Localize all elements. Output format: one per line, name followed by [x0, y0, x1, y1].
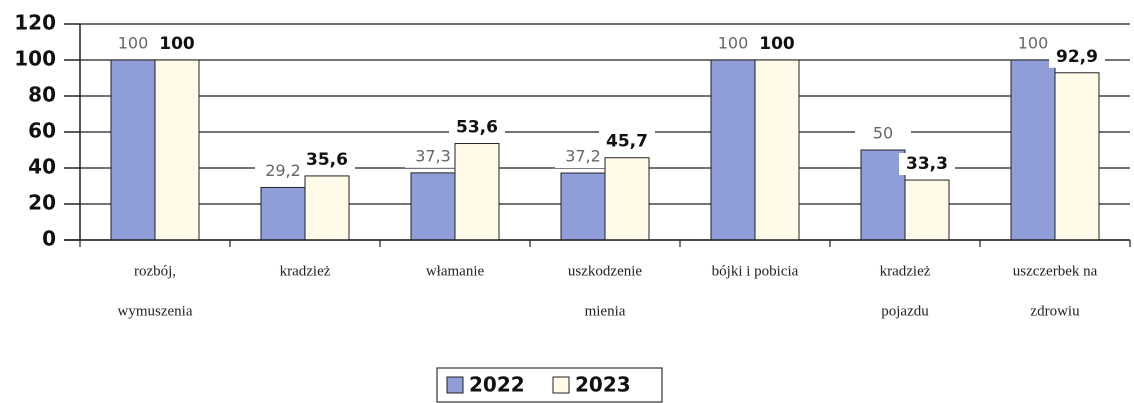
data-label: 53,6	[456, 118, 498, 138]
y-tick-label: 120	[14, 11, 56, 35]
label-bg	[555, 146, 611, 169]
x-tick-label: pojazdu	[881, 303, 929, 319]
bar	[904, 179, 950, 241]
bar	[410, 172, 456, 241]
data-label: 35,6	[306, 150, 348, 170]
label-bg	[1049, 45, 1105, 68]
label-bg	[149, 33, 205, 55]
data-label: 100	[159, 34, 195, 54]
label-bg	[449, 116, 505, 139]
x-tick-label: mienia	[585, 303, 626, 319]
x-tick-label: kradzież	[880, 263, 931, 279]
bar	[560, 172, 606, 241]
x-tick-label: wymuszenia	[118, 303, 193, 319]
label-bg	[705, 33, 761, 55]
bar	[710, 59, 756, 241]
data-label: 100	[1018, 34, 1049, 53]
label-bg	[1005, 33, 1061, 55]
label-bg	[749, 33, 805, 55]
legend-label: 2023	[575, 373, 631, 397]
data-label: 100	[718, 34, 749, 53]
bar	[454, 143, 500, 241]
y-tick-label: 80	[28, 83, 56, 107]
bar	[860, 149, 906, 241]
x-tick-label: włamanie	[426, 263, 485, 279]
data-label: 33,3	[906, 154, 948, 174]
x-tick-label: rozbój,	[134, 263, 176, 279]
bar	[1010, 59, 1056, 241]
data-label: 45,7	[606, 132, 648, 152]
x-tick-label: kradzież	[280, 263, 331, 279]
data-label: 100	[118, 34, 149, 53]
data-label: 37,2	[565, 147, 601, 166]
bar	[304, 175, 350, 241]
y-tick-label: 100	[14, 47, 56, 71]
label-bg	[105, 33, 161, 55]
bar	[110, 59, 156, 241]
label-bg	[855, 123, 911, 145]
legend-swatch	[446, 376, 464, 394]
y-tick-label: 60	[28, 119, 56, 143]
bar	[260, 186, 306, 241]
label-bg	[405, 145, 461, 168]
legend-swatch	[552, 376, 570, 394]
label-bg	[299, 148, 355, 171]
label-bg	[899, 153, 955, 176]
bar	[1054, 72, 1100, 241]
data-label: 29,2	[265, 161, 301, 180]
data-label: 100	[759, 34, 795, 54]
legend-label: 2022	[469, 373, 525, 397]
data-label: 50	[873, 124, 893, 143]
legend-box	[436, 367, 663, 403]
bar	[754, 59, 800, 241]
x-tick-label: uszczerbek na	[1013, 263, 1098, 279]
data-label: 92,9	[1056, 47, 1098, 67]
y-tick-label: 40	[28, 155, 56, 179]
bar	[604, 157, 650, 241]
y-tick-label: 0	[42, 227, 56, 251]
bar	[154, 59, 200, 241]
x-tick-label: bójki i pobicia	[712, 263, 799, 279]
data-label: 37,3	[415, 146, 451, 165]
label-bg	[599, 130, 655, 153]
label-bg	[255, 160, 311, 183]
y-tick-label: 20	[28, 191, 56, 215]
x-tick-label: uszkodzenie	[568, 263, 642, 279]
x-tick-label: zdrowiu	[1030, 303, 1080, 319]
